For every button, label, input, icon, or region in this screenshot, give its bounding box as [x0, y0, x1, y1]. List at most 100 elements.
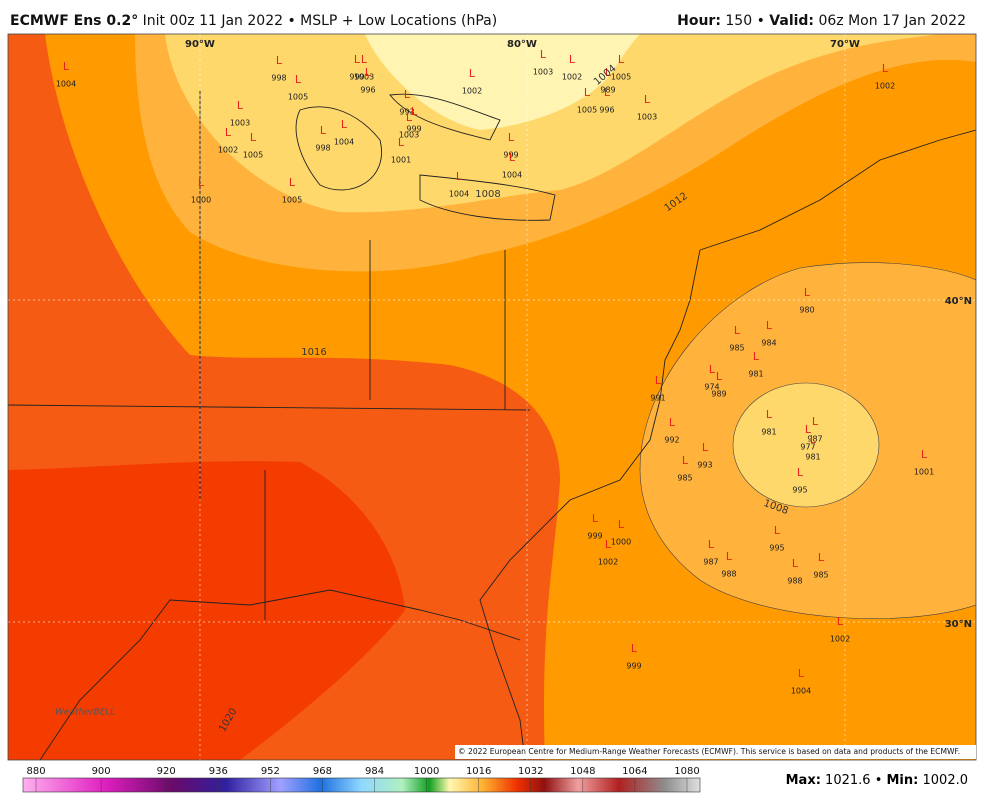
- low-pressure: 1004: [56, 80, 76, 89]
- min: 1002.0: [923, 773, 969, 788]
- low-marker: L: [804, 286, 811, 299]
- max: 1021.6: [825, 773, 871, 788]
- low-marker: L: [509, 151, 516, 164]
- separator: •: [757, 13, 765, 29]
- logo: WeatherBELL: [55, 708, 115, 718]
- colorbar-label: 1064: [622, 766, 647, 777]
- low-marker: L: [774, 524, 781, 537]
- colorbar-ticks: 880 900 920 936 952 968 984 1000 1016 1032 1048 106…: [26, 766, 700, 792]
- separator: •: [875, 773, 883, 788]
- low-marker: L: [716, 370, 723, 383]
- low-pressure: 1002: [830, 635, 850, 644]
- low-pressure: 1005: [611, 73, 631, 82]
- low-marker: L: [406, 111, 413, 124]
- valid: 06z Mon 17 Jan 2022: [818, 13, 966, 29]
- valid-info: Hour: 150 • Valid: 06z Mon 17 Jan 2022: [677, 13, 966, 29]
- low-pressure: 1002: [462, 87, 482, 96]
- low-pressure: 1003: [399, 131, 419, 140]
- low-pressure: 1004: [791, 687, 811, 696]
- hour-label: Hour:: [677, 13, 721, 29]
- lon-label: 70°W: [830, 39, 860, 50]
- low-pressure: 1005: [282, 196, 302, 205]
- low-pressure: 999: [349, 73, 364, 82]
- low-marker: L: [361, 53, 368, 66]
- low-pressure: 988: [721, 570, 736, 579]
- lon-label: 80°W: [507, 39, 537, 50]
- low-pressure: 984: [761, 339, 776, 348]
- low-marker: L: [198, 176, 205, 189]
- low-pressure: 981: [761, 428, 776, 437]
- lat-label: 40°N: [945, 296, 972, 307]
- low-marker: L: [605, 538, 612, 551]
- low-marker: L: [882, 62, 889, 75]
- low-marker: L: [921, 448, 928, 461]
- low-marker: L: [508, 131, 515, 144]
- low-pressure: 974: [704, 383, 719, 392]
- shade-1004: [165, 34, 940, 213]
- low-pressure: 987: [703, 558, 718, 567]
- low-marker: L: [295, 73, 302, 86]
- low-marker: L: [837, 615, 844, 628]
- low-pressure: 989: [600, 86, 615, 95]
- low-marker: L: [592, 512, 599, 525]
- shade-1000: [365, 34, 640, 130]
- low-marker: L: [63, 60, 70, 73]
- low-marker: L: [250, 131, 257, 144]
- low-marker: L: [708, 538, 715, 551]
- low-marker: L: [469, 67, 476, 80]
- colorbar-label: 920: [157, 766, 176, 777]
- lat-label: 30°N: [945, 619, 972, 630]
- min-label: Min:: [887, 773, 919, 788]
- low-pressure: 993: [697, 461, 712, 470]
- low-pressure: 996: [360, 86, 375, 95]
- low-marker: L: [631, 642, 638, 655]
- low-pressure: 1000: [191, 196, 211, 205]
- low-pressure: 1004: [502, 171, 522, 180]
- low-pressure: 981: [748, 370, 763, 379]
- colorbar-label: 900: [92, 766, 111, 777]
- title: ECMWF Ens 0.2° Init 00z 11 Jan 2022 • MS…: [10, 13, 497, 29]
- low-pressure: 1002: [218, 146, 238, 155]
- low-marker: L: [604, 86, 611, 99]
- copyright: © 2022 European Centre for Medium-Range …: [458, 747, 960, 756]
- low-pressure: 985: [813, 571, 828, 580]
- low-marker: L: [411, 105, 418, 118]
- low-pressure: 980: [799, 306, 814, 315]
- low-marker: L: [320, 124, 327, 137]
- graticule: [8, 34, 976, 760]
- low-pressure: 1003: [230, 119, 250, 128]
- lon-label: 90°W: [185, 39, 215, 50]
- low-marker: L: [289, 176, 296, 189]
- title-text: ECMWF Ens 0.2°: [10, 13, 138, 29]
- low-pressure: 991: [650, 394, 665, 403]
- low-pressure: 1002: [875, 82, 895, 91]
- low-pressure: 1002: [598, 558, 618, 567]
- low-pressure: 1005: [577, 106, 597, 115]
- valid-label: Valid:: [769, 13, 814, 29]
- low-marker: L: [792, 557, 799, 570]
- low-pressure: 1004: [449, 190, 469, 199]
- colorbar-label: 952: [261, 766, 280, 777]
- colorbar-label: 1032: [518, 766, 543, 777]
- low-marker: L: [805, 423, 812, 436]
- low-marker: L: [644, 93, 651, 106]
- colorbar-label: 1016: [466, 766, 491, 777]
- colorbar-label: 1080: [674, 766, 699, 777]
- low-pressure: 1000: [611, 538, 631, 547]
- low-marker: L: [276, 54, 283, 67]
- low-marker: L: [766, 319, 773, 332]
- low-marker: L: [709, 363, 716, 376]
- low-marker: L: [341, 118, 348, 131]
- low-marker: L: [682, 454, 689, 467]
- map-frame: [7, 33, 977, 761]
- low-marker: L: [404, 88, 411, 101]
- low-marker: L: [618, 518, 625, 531]
- low-marker: L: [797, 466, 804, 479]
- low-marker: L: [365, 66, 372, 79]
- colorbar-label: 984: [365, 766, 384, 777]
- hour: 150: [725, 13, 752, 29]
- low-marker: L: [766, 408, 773, 421]
- low-pressure: 999: [587, 532, 602, 541]
